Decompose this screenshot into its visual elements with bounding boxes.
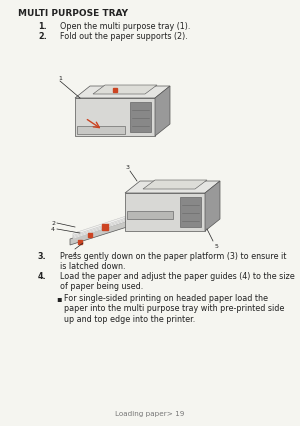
Text: Loading paper> 19: Loading paper> 19 (115, 410, 185, 416)
Text: For single-sided printing on headed paper load the
paper into the multi purpose : For single-sided printing on headed pape… (64, 294, 284, 323)
Polygon shape (75, 87, 170, 99)
Text: Open the multi purpose tray (1).: Open the multi purpose tray (1). (60, 22, 190, 31)
Text: 1: 1 (58, 76, 62, 81)
Polygon shape (127, 211, 173, 219)
Text: 5: 5 (215, 243, 219, 248)
Text: 4.: 4. (38, 271, 46, 280)
Text: Fold out the paper supports (2).: Fold out the paper supports (2). (60, 32, 188, 41)
Text: ▪: ▪ (56, 294, 62, 302)
Polygon shape (125, 181, 220, 193)
Text: 4: 4 (73, 251, 77, 256)
Polygon shape (73, 218, 125, 237)
Polygon shape (155, 87, 170, 137)
Polygon shape (75, 99, 155, 137)
Polygon shape (130, 103, 151, 132)
Text: 2.: 2. (38, 32, 47, 41)
Polygon shape (180, 198, 201, 227)
Polygon shape (93, 86, 157, 95)
Polygon shape (73, 217, 125, 236)
Text: MULTI PURPOSE TRAY: MULTI PURPOSE TRAY (18, 9, 128, 18)
Text: 3.: 3. (38, 251, 46, 260)
Text: 4: 4 (51, 227, 55, 232)
Text: 3: 3 (126, 164, 130, 170)
Polygon shape (73, 221, 125, 239)
Text: 1.: 1. (38, 22, 46, 31)
Polygon shape (205, 181, 220, 231)
Polygon shape (73, 219, 125, 238)
Polygon shape (77, 127, 125, 135)
Polygon shape (70, 222, 127, 245)
Polygon shape (125, 193, 205, 231)
Text: Press gently down on the paper platform (3) to ensure it
is latched down.: Press gently down on the paper platform … (60, 251, 286, 271)
Polygon shape (143, 181, 207, 190)
Text: 2: 2 (51, 221, 55, 226)
Text: Load the paper and adjust the paper guides (4) to the size
of paper being used.: Load the paper and adjust the paper guid… (60, 271, 295, 291)
